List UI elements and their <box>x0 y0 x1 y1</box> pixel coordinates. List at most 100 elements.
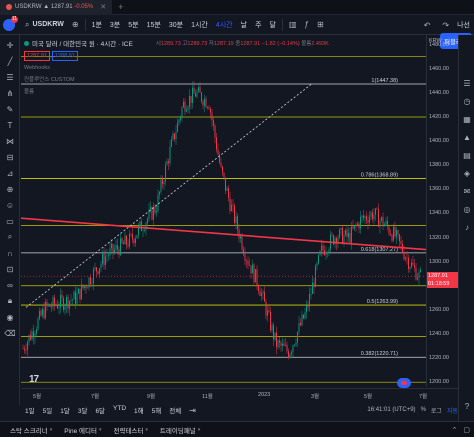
ruler-icon[interactable]: ▭ <box>6 216 14 226</box>
maximize-icon[interactable]: ▢ <box>463 427 470 434</box>
chart-tab[interactable]: USDKRW ▲ 1287.91 -0.05% ✕ <box>0 0 113 15</box>
candle-body <box>382 216 384 227</box>
candle-body <box>249 264 250 266</box>
range-1[interactable]: 5일 <box>42 408 53 415</box>
candle-body <box>325 252 327 255</box>
indicator-webhooks[interactable]: Webhooks <box>24 65 50 71</box>
interval-6[interactable]: 4시간 <box>215 21 233 29</box>
calendar-icon[interactable]: ▤ <box>463 150 471 160</box>
hotlist-icon[interactable]: ▲ <box>463 132 471 142</box>
lock-icon[interactable]: 🔒︎ <box>7 296 13 305</box>
legend-title[interactable]: 미국 달러 / 대한민국 원 · 4시간 · ICE <box>32 41 133 48</box>
percent-toggle[interactable]: % <box>420 407 426 413</box>
avatar[interactable]: 11 <box>3 15 18 31</box>
add-symbol-icon[interactable]: ⊕ <box>71 20 79 29</box>
footer-panel: 스탁 스크리너 ▾ Pine 에디터 ▾ 전략테스터 ▾ 트레이딩패널 ▾ ⌃ ▢ <box>0 421 474 437</box>
candle-body <box>165 165 166 182</box>
auto-toggle[interactable]: 자동 <box>446 408 458 415</box>
interval-3[interactable]: 15분 <box>146 21 161 29</box>
candle-body <box>264 291 265 302</box>
candle-body <box>123 242 124 245</box>
indicator-volume[interactable]: 볼륨 <box>24 89 35 95</box>
notifications-icon[interactable]: ♪ <box>465 222 469 232</box>
lock-drawing-icon[interactable]: ⊡ <box>6 264 14 274</box>
add-tab-icon[interactable]: + <box>118 2 124 12</box>
alert-icon[interactable]: ◷ <box>463 96 471 106</box>
range-0[interactable]: 1일 <box>25 408 35 415</box>
ideas-icon[interactable]: ◈ <box>463 168 471 178</box>
zoom-in-icon[interactable]: ⌕ <box>7 232 13 241</box>
footer-tab-0[interactable]: 스탁 스크리너 ▾ <box>10 426 53 435</box>
log-toggle[interactable]: 로그 <box>430 408 442 415</box>
ask-price[interactable]: 1288.91 <box>51 51 78 61</box>
range-5[interactable]: YTD <box>113 405 127 412</box>
range-2[interactable]: 1달 <box>60 408 70 415</box>
candle-body <box>322 245 324 251</box>
streams-icon[interactable]: ◎ <box>463 204 471 214</box>
footer-tab-3[interactable]: 트레이딩패널 ▾ <box>159 426 201 435</box>
red-trendline <box>21 217 426 251</box>
tab-close-icon[interactable]: ✕ <box>100 4 107 11</box>
time-axis[interactable]: 5월 7월 9월 11월 2023 3월 5월 7월 <box>21 388 458 402</box>
redo-icon[interactable]: ↷ <box>442 20 450 30</box>
range-7[interactable]: 5해 <box>151 408 162 415</box>
clock[interactable]: 16:41:01 (UTC+9) <box>367 407 416 413</box>
undo-icon[interactable]: ↶ <box>423 20 431 30</box>
trash-icon[interactable]: ⌫ <box>4 328 16 338</box>
pattern-icon[interactable]: ⋈ <box>6 136 14 146</box>
layout-icon[interactable]: ⊞ <box>317 20 324 29</box>
link-icon[interactable]: ∞ <box>7 280 13 290</box>
interval-4[interactable]: 30분 <box>168 21 184 29</box>
candle-body <box>246 260 247 262</box>
candle-body <box>321 245 322 251</box>
candle-body <box>259 291 261 297</box>
candle-body <box>192 87 193 104</box>
layout-name[interactable]: 나선 <box>457 22 470 29</box>
interval-8[interactable]: 주 <box>255 21 262 29</box>
indicators-icon[interactable]: ƒ <box>304 20 309 29</box>
time-tick: 9월 <box>147 394 156 400</box>
help-icon[interactable]: ? <box>464 401 470 411</box>
range-3[interactable]: 3달 <box>77 408 88 415</box>
collapse-icon[interactable]: ⌃ <box>451 427 458 434</box>
text-icon[interactable]: T <box>7 120 13 130</box>
footer-tab-1[interactable]: Pine 에디터 ▾ <box>64 426 102 435</box>
interval-0[interactable]: 1분 <box>91 21 102 29</box>
brush-icon[interactable]: ✎ <box>6 104 14 114</box>
candle-body <box>361 215 363 217</box>
price-chart[interactable]: 1(1447.38) 0.786(1368.89) 0.618(1307.27) 0.… <box>21 35 426 387</box>
interval-1[interactable]: 3분 <box>109 21 121 29</box>
interval-5[interactable]: 1시간 <box>191 21 208 29</box>
indicator-confluence[interactable]: 컨플루언스 CUSTOM <box>24 77 75 83</box>
footer-tab-2[interactable]: 전략테스터 ▾ <box>113 426 148 435</box>
eye-icon[interactable]: ◉ <box>6 312 14 322</box>
interval-2[interactable]: 5분 <box>128 21 139 29</box>
crosshair-icon[interactable]: ✛ <box>6 40 14 50</box>
chart-pane[interactable]: 1(1447.38) 0.786(1368.89) 0.618(1307.27) 0.… <box>21 35 426 387</box>
range-6[interactable]: 1해 <box>134 408 144 415</box>
measure-icon[interactable]: ⊿ <box>6 168 14 178</box>
candle-body <box>144 230 145 231</box>
emoji-icon[interactable]: ☺ <box>5 200 15 210</box>
zoom-icon[interactable]: ⊕ <box>6 184 14 194</box>
watchlist-icon[interactable]: ☰ <box>463 78 471 88</box>
symbol-search[interactable]: ⌕ USDKRW <box>21 18 68 32</box>
interval-7[interactable]: 날 <box>240 21 248 29</box>
bid-price[interactable]: 1287.91 <box>24 51 50 61</box>
projection-icon[interactable]: ⊟ <box>6 152 14 162</box>
interval-9[interactable]: 달 <box>269 21 276 29</box>
candle-body <box>219 154 220 163</box>
range-8[interactable]: 전체 <box>169 408 182 415</box>
trendline-icon[interactable]: ╱ <box>7 56 13 66</box>
range-4[interactable]: 6달 <box>95 408 106 415</box>
candle-body <box>48 304 49 306</box>
chart-type-icon[interactable]: ▥ <box>288 20 297 29</box>
horizontal-lines-icon[interactable]: ☰ <box>6 72 14 82</box>
candle-body <box>235 216 237 223</box>
data-window-icon[interactable]: ▦ <box>463 114 471 124</box>
chat-icon[interactable]: ✉ <box>463 186 471 196</box>
go-to-date-icon[interactable]: ⇥ <box>189 405 196 415</box>
price-axis[interactable]: KRW 1480.00 1460.00 1440.00 1420.00 1400.00 1… <box>426 35 458 387</box>
pitchfork-icon[interactable]: ⋔ <box>6 88 14 98</box>
magnet-icon[interactable]: ∩ <box>7 248 13 258</box>
